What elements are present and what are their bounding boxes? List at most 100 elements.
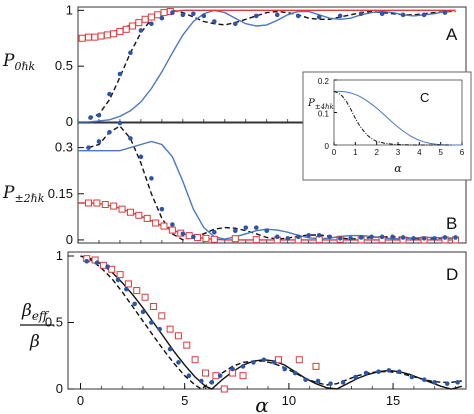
dot-marker bbox=[115, 277, 121, 283]
panel-d-frame bbox=[67, 251, 467, 390]
ylabel-sub: ±2ℏk bbox=[14, 192, 44, 205]
curve-dashed bbox=[88, 9, 456, 120]
dot-marker bbox=[180, 231, 186, 237]
dot-marker bbox=[363, 370, 369, 376]
square-marker bbox=[126, 208, 134, 216]
dot-marker bbox=[191, 234, 196, 240]
curve-solid bbox=[78, 202, 456, 241]
dot-marker bbox=[94, 260, 100, 265]
dot-marker bbox=[232, 228, 238, 233]
ylabel-num-main: β bbox=[21, 301, 32, 321]
dot-marker bbox=[295, 13, 301, 19]
curve-dashed bbox=[80, 255, 462, 390]
dot-marker bbox=[107, 129, 112, 135]
y-tick-label: 0 bbox=[325, 142, 330, 151]
panel-d-label: D bbox=[446, 265, 458, 284]
dot-marker bbox=[117, 71, 123, 77]
ylabel-num-sub: eff bbox=[32, 309, 50, 323]
dot-marker bbox=[149, 21, 154, 27]
dot-marker bbox=[379, 234, 385, 240]
panel-c-ylabel: P±4ℏk bbox=[307, 98, 334, 111]
dot-marker bbox=[167, 346, 173, 352]
dot-marker bbox=[159, 15, 165, 21]
dot-marker bbox=[232, 21, 238, 27]
square-marker bbox=[183, 341, 191, 349]
dot-marker bbox=[274, 234, 280, 240]
square-marker bbox=[122, 25, 130, 33]
dot-marker bbox=[124, 286, 129, 292]
series-dotdash-1 bbox=[333, 90, 452, 146]
dot-marker bbox=[306, 233, 312, 238]
square-marker bbox=[118, 205, 126, 213]
square-marker bbox=[220, 385, 228, 393]
square-marker bbox=[158, 312, 166, 320]
square-marker bbox=[141, 15, 149, 23]
panel-d-xlabel: α bbox=[255, 393, 269, 414]
square-marker bbox=[135, 211, 143, 219]
ylabel-numerator: βeff bbox=[21, 301, 50, 323]
dot-marker bbox=[432, 236, 437, 241]
dot-marker bbox=[337, 13, 343, 19]
ylabel-main: P bbox=[2, 51, 15, 71]
dot-marker bbox=[411, 236, 416, 241]
square-marker bbox=[210, 235, 218, 243]
dot-marker bbox=[117, 120, 123, 126]
dot-marker bbox=[327, 234, 332, 240]
dot-marker bbox=[353, 374, 358, 380]
square-marker bbox=[116, 271, 124, 279]
dot-marker bbox=[149, 176, 154, 181]
square-marker bbox=[166, 325, 174, 333]
dot-marker bbox=[379, 11, 385, 16]
square-marker bbox=[168, 226, 176, 234]
dot-marker bbox=[400, 12, 406, 18]
dot-marker bbox=[421, 236, 427, 241]
square-marker bbox=[252, 236, 260, 244]
panel-b: 0 0.15 0.3 P±2ℏk B bbox=[2, 120, 467, 247]
square-marker bbox=[295, 356, 303, 364]
panel-a-label: A bbox=[446, 25, 458, 44]
dot-marker bbox=[442, 235, 448, 240]
square-marker bbox=[84, 33, 92, 41]
dot-marker bbox=[149, 320, 154, 325]
dot-marker bbox=[96, 113, 102, 118]
y-tick-label: 0 bbox=[66, 114, 73, 129]
curve-dotdash bbox=[333, 90, 452, 146]
y-tick-label: 0.15 bbox=[48, 186, 73, 201]
dot-marker bbox=[240, 364, 246, 369]
y-tick-label: 0.2 bbox=[318, 77, 330, 86]
x-tick-label: 5 bbox=[181, 393, 188, 408]
curve-solid bbox=[80, 255, 462, 390]
x-tick-label: 10 bbox=[282, 393, 296, 408]
y-tick-label: 1 bbox=[56, 248, 63, 263]
y-tick-label: 0.5 bbox=[55, 58, 73, 73]
ylabel-main: P bbox=[307, 98, 315, 109]
dot-marker bbox=[340, 380, 346, 385]
dot-marker bbox=[390, 234, 395, 240]
square-marker bbox=[174, 332, 182, 340]
square-marker bbox=[202, 369, 210, 377]
dot-marker bbox=[315, 378, 321, 384]
panel-a-ylabel: P0ℏk bbox=[2, 51, 36, 73]
square-marker bbox=[274, 356, 282, 364]
square-marker bbox=[160, 222, 168, 230]
dot-marker bbox=[170, 10, 175, 15]
square-marker bbox=[91, 33, 99, 41]
dot-marker bbox=[442, 10, 448, 15]
series-dots-3 bbox=[84, 259, 460, 386]
dot-marker bbox=[316, 233, 322, 238]
square-marker bbox=[135, 19, 143, 27]
square-marker bbox=[147, 13, 155, 21]
dot-marker bbox=[376, 369, 381, 375]
x-tick-label: 5 bbox=[438, 148, 443, 157]
dot-marker bbox=[328, 381, 333, 386]
dot-marker bbox=[358, 11, 364, 16]
square-marker bbox=[133, 287, 141, 295]
x-tick-label: 3 bbox=[396, 148, 401, 157]
square-marker bbox=[101, 201, 109, 209]
dot-marker bbox=[217, 373, 223, 378]
square-marker bbox=[160, 9, 168, 17]
dot-marker bbox=[170, 222, 175, 227]
